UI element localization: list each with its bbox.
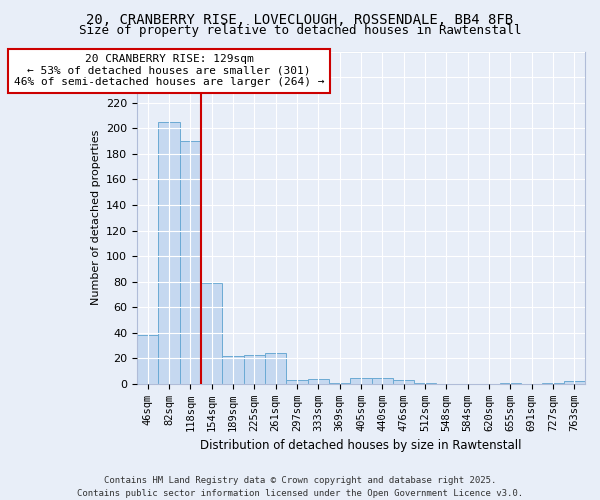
Bar — [329, 382, 350, 384]
Bar — [137, 336, 158, 384]
Text: Contains HM Land Registry data © Crown copyright and database right 2025.
Contai: Contains HM Land Registry data © Crown c… — [77, 476, 523, 498]
Bar — [286, 380, 308, 384]
Text: 20 CRANBERRY RISE: 129sqm
← 53% of detached houses are smaller (301)
46% of semi: 20 CRANBERRY RISE: 129sqm ← 53% of detac… — [14, 54, 324, 88]
Text: Size of property relative to detached houses in Rawtenstall: Size of property relative to detached ho… — [79, 24, 521, 37]
Bar — [350, 378, 371, 384]
Bar — [158, 122, 179, 384]
Bar — [500, 382, 521, 384]
Bar — [223, 356, 244, 384]
Bar — [308, 379, 329, 384]
Bar — [371, 378, 393, 384]
Text: 20, CRANBERRY RISE, LOVECLOUGH, ROSSENDALE, BB4 8FB: 20, CRANBERRY RISE, LOVECLOUGH, ROSSENDA… — [86, 12, 514, 26]
Bar — [415, 382, 436, 384]
Bar — [542, 382, 563, 384]
Bar — [244, 354, 265, 384]
Bar — [201, 283, 223, 384]
Bar — [563, 382, 585, 384]
Y-axis label: Number of detached properties: Number of detached properties — [91, 130, 101, 306]
Bar — [265, 354, 286, 384]
Bar — [393, 380, 415, 384]
X-axis label: Distribution of detached houses by size in Rawtenstall: Distribution of detached houses by size … — [200, 440, 522, 452]
Bar — [179, 141, 201, 384]
